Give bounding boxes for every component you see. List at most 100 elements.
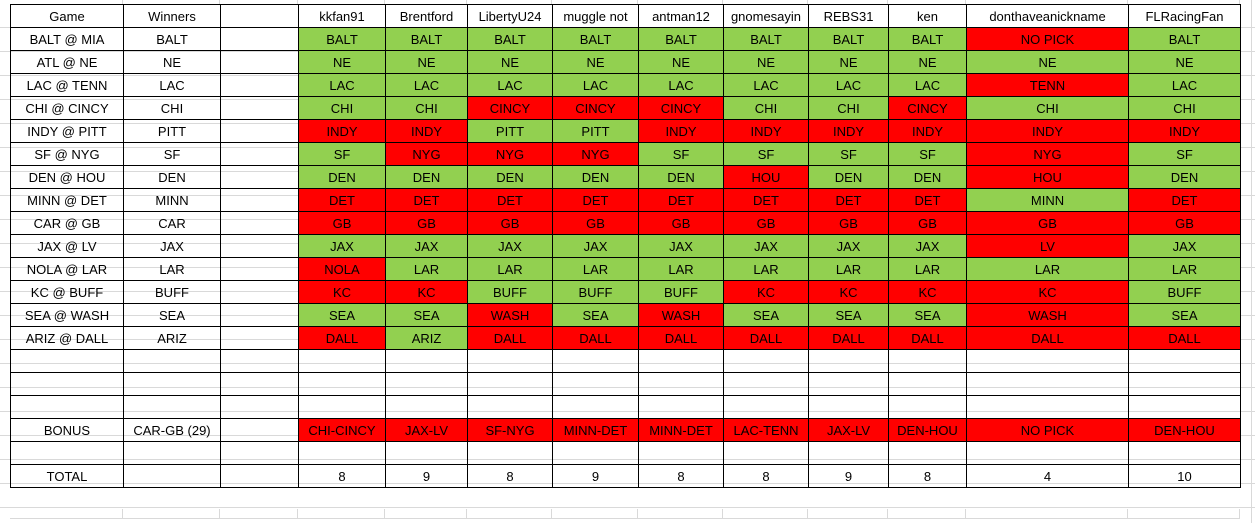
empty-cell[interactable] [298,349,386,373]
empty-cell[interactable] [220,418,299,442]
cell-game[interactable]: LAC @ TENN [10,73,124,97]
cell-pick[interactable]: INDY [808,119,889,143]
cell-winner[interactable]: LAR [123,257,221,281]
cell-game[interactable]: NOLA @ LAR [10,257,124,281]
cell-winner[interactable]: CAR [123,211,221,235]
cell-winner[interactable]: SEA [123,303,221,327]
cell-pick[interactable]: LAR [966,257,1129,281]
cell-pick[interactable]: DEN [638,165,724,189]
cell-game[interactable]: JAX @ LV [10,234,124,258]
empty-cell[interactable] [220,188,299,212]
empty-cell[interactable] [966,441,1129,465]
cell-total-value[interactable]: 9 [808,464,889,488]
empty-cell[interactable] [220,96,299,120]
empty-cell[interactable] [220,326,299,350]
cell-pick[interactable]: INDY [1128,119,1241,143]
empty-cell[interactable] [966,395,1129,419]
cell-pick[interactable]: SEA [298,303,386,327]
cell-game[interactable]: KC @ BUFF [10,280,124,304]
cell-pick[interactable]: JAX [298,234,386,258]
header-player[interactable]: REBS31 [808,4,889,28]
empty-cell[interactable] [220,372,299,396]
cell-pick[interactable]: NE [1128,50,1241,74]
cell-pick[interactable]: NYG [467,142,553,166]
cell-pick[interactable]: PITT [552,119,639,143]
cell-pick[interactable]: DET [808,188,889,212]
cell-pick[interactable]: NE [888,50,967,74]
cell-pick[interactable]: JAX [638,234,724,258]
empty-cell[interactable] [10,372,124,396]
cell-pick[interactable]: HOU [723,165,809,189]
cell-winner[interactable]: CHI [123,96,221,120]
cell-pick[interactable]: SEA [808,303,889,327]
cell-pick[interactable]: WASH [966,303,1129,327]
empty-cell[interactable] [298,395,386,419]
cell-pick[interactable]: DEN [888,165,967,189]
cell-pick[interactable]: LAC [638,73,724,97]
cell-bonus-pick[interactable]: MINN-DET [552,418,639,442]
cell-pick[interactable]: LAC [1128,73,1241,97]
cell-pick[interactable]: INDY [385,119,468,143]
header-game[interactable]: Game [10,4,124,28]
empty-cell[interactable] [220,73,299,97]
cell-bonus-pick[interactable]: NO PICK [966,418,1129,442]
cell-pick[interactable]: GB [1128,211,1241,235]
cell-pick[interactable]: HOU [966,165,1129,189]
cell-pick[interactable]: KC [723,280,809,304]
cell-pick[interactable]: LAC [808,73,889,97]
cell-pick[interactable]: WASH [638,303,724,327]
cell-pick[interactable]: SF [808,142,889,166]
header-player[interactable]: kkfan91 [298,4,386,28]
cell-pick[interactable]: DET [723,188,809,212]
cell-game[interactable]: CAR @ GB [10,211,124,235]
cell-pick[interactable]: JAX [808,234,889,258]
cell-pick[interactable]: DET [638,188,724,212]
cell-pick[interactable]: DET [552,188,639,212]
cell-pick[interactable]: NE [638,50,724,74]
cell-game[interactable]: MINN @ DET [10,188,124,212]
cell-pick[interactable]: INDY [888,119,967,143]
cell-pick[interactable]: NYG [552,142,639,166]
header-player[interactable]: gnomesayin [723,4,809,28]
empty-cell[interactable] [123,395,221,419]
empty-cell[interactable] [552,349,639,373]
cell-total-value[interactable]: 4 [966,464,1129,488]
cell-pick[interactable]: WASH [467,303,553,327]
cell-bonus-pick[interactable]: SF-NYG [467,418,553,442]
cell-bonus-pick[interactable]: LAC-TENN [723,418,809,442]
header-player[interactable]: muggle not [552,4,639,28]
cell-pick[interactable]: KC [966,280,1129,304]
cell-pick[interactable]: SF [638,142,724,166]
header-winners[interactable]: Winners [123,4,221,28]
header-player[interactable]: ken [888,4,967,28]
cell-pick[interactable]: BALT [467,27,553,51]
cell-pick[interactable]: SEA [1128,303,1241,327]
empty-cell[interactable] [220,441,299,465]
cell-total-value[interactable]: 9 [552,464,639,488]
cell-pick[interactable]: BALT [723,27,809,51]
cell-pick[interactable]: BALT [1128,27,1241,51]
cell-pick[interactable]: KC [385,280,468,304]
cell-total-value[interactable]: 9 [385,464,468,488]
cell-pick[interactable]: NE [552,50,639,74]
cell-winner[interactable]: LAC [123,73,221,97]
empty-cell[interactable] [220,464,299,488]
empty-cell[interactable] [808,349,889,373]
cell-pick[interactable]: DET [1128,188,1241,212]
empty-cell[interactable] [220,27,299,51]
header-player[interactable]: antman12 [638,4,724,28]
empty-cell[interactable] [1128,349,1241,373]
cell-winner[interactable]: NE [123,50,221,74]
empty-cell[interactable] [467,395,553,419]
empty-cell[interactable] [638,395,724,419]
empty-cell[interactable] [552,372,639,396]
cell-pick[interactable]: LAR [888,257,967,281]
header-player[interactable]: Brentford [385,4,468,28]
cell-pick[interactable]: DALL [808,326,889,350]
cell-pick[interactable]: JAX [552,234,639,258]
cell-pick[interactable]: LAR [385,257,468,281]
empty-cell[interactable] [220,257,299,281]
empty-cell[interactable] [10,395,124,419]
cell-pick[interactable]: CHI [1128,96,1241,120]
empty-cell[interactable] [638,441,724,465]
